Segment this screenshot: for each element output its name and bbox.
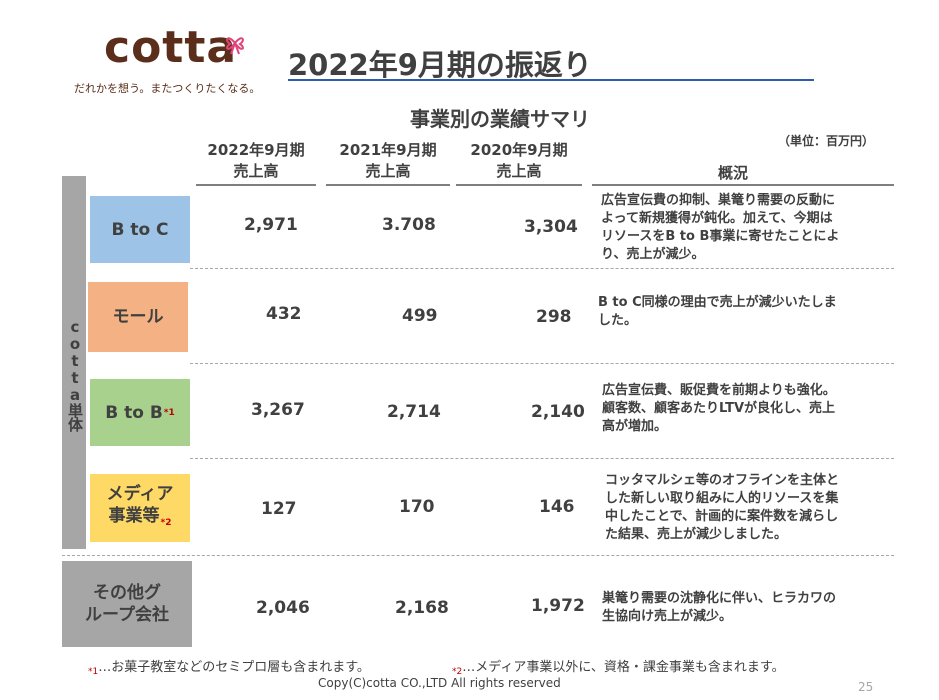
description-line: コッタマルシェ等のオフラインを主体と bbox=[605, 473, 840, 488]
unit-label: （単位：百万円） bbox=[778, 134, 875, 148]
value-2020: 2,140 bbox=[531, 402, 585, 422]
copyright: Copy(C)cotta CO.,LTD All rights reserved bbox=[318, 676, 561, 690]
ribbon-icon bbox=[226, 37, 244, 55]
column-header-2022: 2022年9月期 売上高 bbox=[196, 140, 316, 182]
column-header-2021: 2021年9月期 売上高 bbox=[326, 140, 450, 182]
description-line: 顧客数、顧客あたりLTVが良化し、売上 bbox=[602, 401, 836, 416]
group-label: cotta単体 bbox=[66, 318, 84, 431]
value-2020: 298 bbox=[536, 307, 572, 327]
value-2021: 2,168 bbox=[395, 598, 449, 618]
column-header-period: 2021年9月期 bbox=[339, 141, 437, 159]
description-line: よって新規獲得が鈍化。加えて、今期は bbox=[601, 211, 833, 226]
category-label: その他グ bbox=[93, 583, 161, 603]
row-description: 広告宣伝費の抑制、巣篭り需要の反動に よって新規獲得が鈍化。加えて、今期は リソ… bbox=[601, 192, 901, 264]
logo-tagline: だれかを想う。またつくりたくなる。 bbox=[74, 82, 261, 95]
column-header-metric: 売上高 bbox=[365, 162, 411, 180]
page-number: 25 bbox=[858, 680, 874, 694]
row-description: 広告宣伝費、販促費を前期よりも強化。 顧客数、顧客あたりLTVが良化し、売上 高… bbox=[602, 382, 902, 436]
description-line: した。 bbox=[598, 313, 638, 328]
category-label: B to B bbox=[105, 402, 163, 423]
column-header-metric: 売上高 bbox=[233, 162, 279, 180]
value-2022: 3,267 bbox=[251, 400, 305, 420]
footnote-2: *2…メディア事業以外に、資格・課金事業も含まれます。 bbox=[452, 656, 785, 677]
footnote-mark: *1 bbox=[88, 667, 99, 677]
category-btob: B to B *1 bbox=[90, 379, 190, 446]
description-line: した新しい取り組みに人的リソースを集 bbox=[605, 491, 839, 506]
value-2022: 432 bbox=[266, 304, 302, 324]
row-divider bbox=[190, 363, 894, 364]
column-underline bbox=[196, 184, 316, 186]
value-2020: 1,972 bbox=[531, 596, 585, 616]
row-divider bbox=[62, 555, 894, 556]
description-line: 生協向け売上が減少。 bbox=[602, 609, 733, 624]
column-header-period: 2022年9月期 bbox=[207, 141, 305, 159]
description-line: た結果、売上が減少しました。 bbox=[605, 527, 788, 542]
column-underline bbox=[456, 184, 582, 186]
value-2021: 499 bbox=[402, 306, 438, 326]
column-header-2020: 2020年9月期 売上高 bbox=[456, 140, 582, 182]
description-line: 中したことで、計画的に案件数を減らし bbox=[605, 509, 839, 524]
row-description: 巣篭り需要の沈静化に伴い、ヒラカワの 生協向け売上が減少。 bbox=[602, 590, 902, 626]
category-label: ループ会社 bbox=[85, 605, 169, 625]
category-label: 事業等 bbox=[108, 505, 160, 526]
row-divider bbox=[190, 458, 894, 459]
page-title: 2022年9月期の振返り bbox=[288, 48, 592, 82]
description-line: B to C同様の理由で売上が減少いたしま bbox=[598, 295, 837, 310]
category-label: モール bbox=[112, 307, 164, 327]
value-2020: 146 bbox=[539, 497, 575, 517]
description-line: 巣篭り需要の沈静化に伴い、ヒラカワの bbox=[602, 591, 837, 606]
value-2022: 127 bbox=[261, 499, 297, 519]
category-mall: モール bbox=[88, 282, 188, 352]
cotta-logo: cotta bbox=[104, 22, 238, 73]
category-media: メディア 事業等*2 bbox=[90, 474, 190, 542]
category-other-group: その他グ ループ会社 bbox=[62, 561, 192, 647]
column-header-period: 2020年9月期 bbox=[470, 141, 568, 159]
footnote-1: *1…お菓子教室などのセミプロ層も含まれます。 bbox=[88, 656, 370, 677]
description-line: リソースをB to B事業に寄せたことによ bbox=[601, 229, 840, 244]
category-label: B to C bbox=[111, 219, 169, 240]
description-line: 広告宣伝費の抑制、巣篭り需要の反動に bbox=[601, 193, 836, 208]
footnote-text: …お菓子教室などのセミプロ層も含まれます。 bbox=[98, 660, 370, 675]
overview-header: 概況 bbox=[718, 164, 749, 182]
value-2021: 170 bbox=[399, 497, 435, 517]
footnote-mark: *1 bbox=[163, 407, 175, 418]
group-bar bbox=[62, 176, 86, 549]
value-2021: 2,714 bbox=[387, 402, 441, 422]
column-header-metric: 売上高 bbox=[496, 162, 542, 180]
column-underline bbox=[326, 184, 450, 186]
footnote-text: …メディア事業以外に、資格・課金事業も含まれます。 bbox=[462, 660, 785, 675]
footnote-mark: *2 bbox=[160, 517, 172, 528]
section-title: 事業別の業績サマリ bbox=[410, 107, 590, 131]
value-2020: 3,304 bbox=[524, 217, 578, 237]
category-btoc: B to C bbox=[90, 196, 190, 263]
row-description: B to C同様の理由で売上が減少いたしま した。 bbox=[598, 294, 898, 330]
description-line: り、売上が減少。 bbox=[601, 247, 705, 262]
value-2021: 3.708 bbox=[382, 215, 436, 235]
row-divider bbox=[190, 268, 894, 269]
value-2022: 2,046 bbox=[256, 598, 310, 618]
title-underline bbox=[288, 79, 814, 81]
row-description: コッタマルシェ等のオフラインを主体と した新しい取り組みに人的リソースを集 中し… bbox=[605, 472, 905, 544]
description-line: 高が増加。 bbox=[602, 419, 668, 434]
column-underline bbox=[592, 184, 894, 186]
value-2022: 2,971 bbox=[244, 215, 298, 235]
description-line: 広告宣伝費、販促費を前期よりも強化。 bbox=[602, 383, 836, 398]
category-label: メディア bbox=[106, 483, 174, 504]
footnote-mark: *2 bbox=[452, 667, 463, 677]
